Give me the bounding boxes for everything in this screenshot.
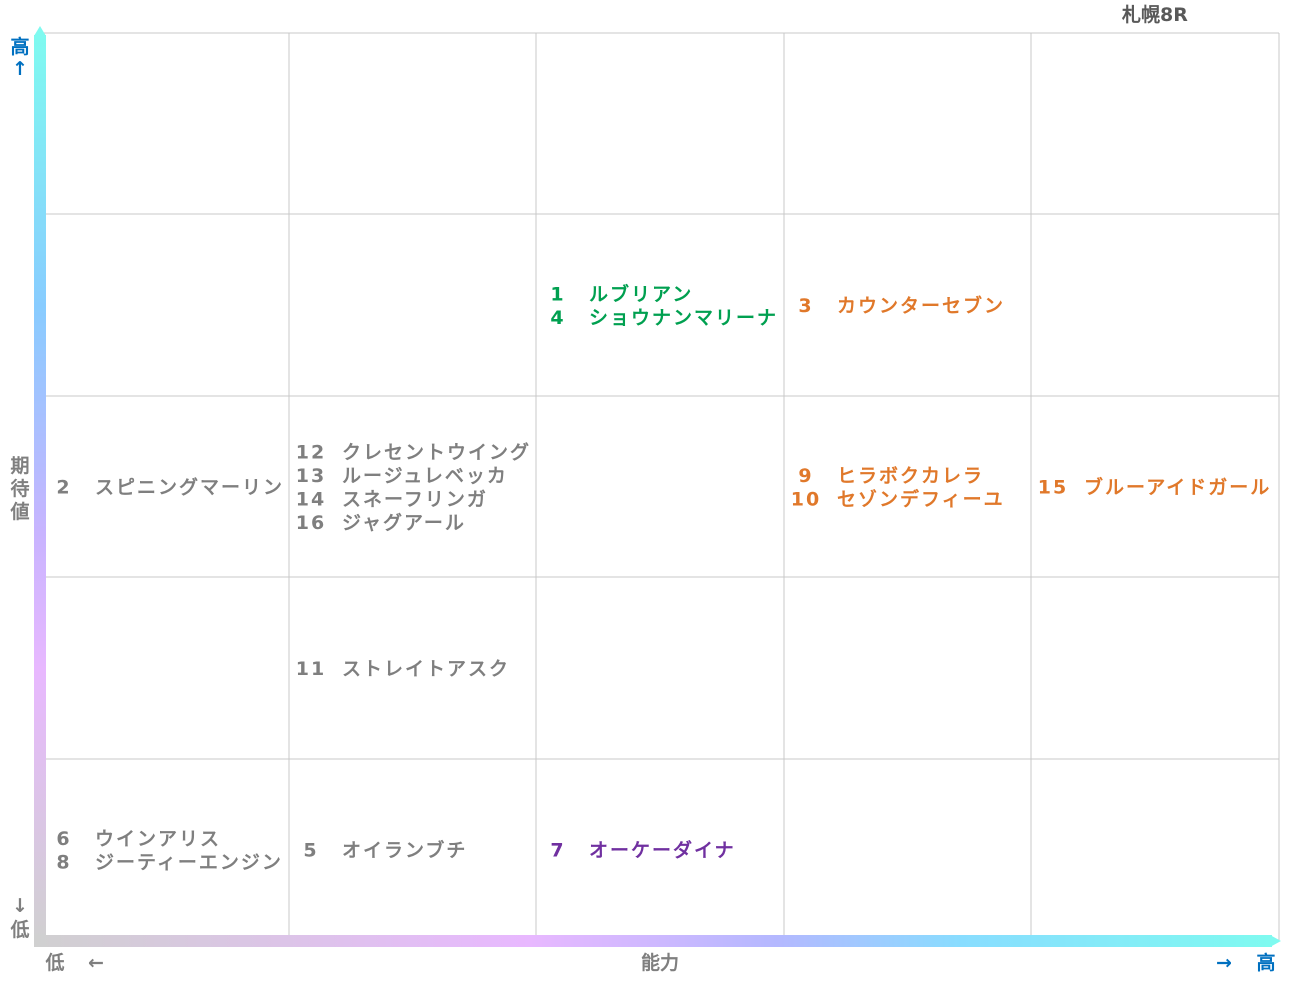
horse-number: 3 xyxy=(798,295,813,317)
y-axis-arrowhead xyxy=(34,26,46,36)
horse-name: セゾンデフィーユ xyxy=(837,487,1005,510)
horse-number: 6 xyxy=(56,828,71,850)
horse-name: ウインアリス xyxy=(95,828,221,850)
horse-number: 8 xyxy=(56,851,71,873)
y-axis-bar xyxy=(34,35,46,941)
horse-entries: 1 ルブリアン 4 ショウナンマリーナ 3 カウンターセブン 2 スピニングマーリン 12 クレセ… xyxy=(56,282,1271,874)
y-axis-title-char-1: 期 xyxy=(10,455,29,477)
x-axis-bar xyxy=(34,935,1272,947)
horse-number: 16 xyxy=(296,512,326,534)
y-axis-title-char-2: 待 xyxy=(10,477,29,500)
horse-number: 4 xyxy=(550,307,565,329)
matrix-cell: 7 オーケーダイナ xyxy=(550,839,736,862)
horse-name: オーケーダイナ xyxy=(589,839,736,862)
y-axis-title-char-3: 値 xyxy=(9,501,29,523)
horse-number: 14 xyxy=(296,488,326,510)
matrix-cell: 9 ヒラボクカレラ 10 セゾンデフィーユ xyxy=(791,465,1005,511)
horse-name: ブルーアイドガール xyxy=(1084,476,1271,499)
x-axis-low-label: 低 xyxy=(44,951,64,974)
horse-number: 5 xyxy=(303,840,318,862)
matrix-cell: 5 オイランブチ xyxy=(303,839,467,862)
y-axis-low-label: 低 xyxy=(9,918,29,941)
matrix-cell: 11 ストレイトアスク xyxy=(296,658,510,680)
x-axis-high-label: 高 xyxy=(1256,951,1275,974)
y-axis-low-arrow: ↓ xyxy=(12,895,28,917)
horse-name: クレセントウイング xyxy=(342,440,531,463)
x-axis-high-arrow: → xyxy=(1216,952,1232,974)
horse-name: スピニングマーリン xyxy=(95,476,284,499)
y-axis-high-arrow: ↑ xyxy=(12,58,28,80)
matrix-cell: 3 カウンターセブン xyxy=(798,294,1005,317)
horse-name: ストレイトアスク xyxy=(342,658,510,680)
matrix-cell: 6 ウインアリス 8 ジーティーエンジン xyxy=(56,828,283,874)
horse-name: ジャグアール xyxy=(342,511,466,534)
matrix-cell: 15 ブルーアイドガール xyxy=(1038,476,1271,499)
horse-name: ルブリアン xyxy=(589,282,693,305)
horse-name: カウンターセブン xyxy=(837,294,1005,317)
horse-name: ジーティーエンジン xyxy=(95,851,283,873)
horse-name: ヒラボクカレラ xyxy=(837,465,984,487)
y-axis-high-label: 高 xyxy=(10,35,29,58)
race-title: 札幌8R xyxy=(1121,3,1188,26)
horse-number: 7 xyxy=(550,840,565,862)
horse-name: ショウナンマリーナ xyxy=(589,307,778,329)
horse-name: オイランブチ xyxy=(342,839,467,862)
x-axis-title: 能力 xyxy=(641,951,679,974)
horse-number: 10 xyxy=(791,488,821,510)
horse-name: スネーフリンガ xyxy=(342,488,488,510)
matrix-cell: 2 スピニングマーリン xyxy=(56,476,284,499)
x-axis-low-arrow: ← xyxy=(88,952,104,974)
horse-number: 1 xyxy=(550,283,565,305)
matrix-cell: 12 クレセントウイング 13 ルージュレベッカ 14 スネーフリンガ 16 ジャグアール xyxy=(296,440,531,534)
horse-number: 13 xyxy=(296,465,326,487)
horse-number: 12 xyxy=(296,441,326,463)
horse-number: 15 xyxy=(1038,477,1068,499)
horse-name: ルージュレベッカ xyxy=(342,465,508,487)
x-axis: 低 ← 能力 → 高 xyxy=(34,935,1281,974)
horse-number: 11 xyxy=(296,658,326,680)
x-axis-arrowhead xyxy=(1270,935,1281,947)
horse-number: 2 xyxy=(56,477,71,499)
matrix-cell: 1 ルブリアン 4 ショウナンマリーナ xyxy=(550,282,778,329)
y-axis: 高 ↑ 期 待 値 ↓ 低 xyxy=(9,26,46,941)
horse-number: 9 xyxy=(798,465,813,487)
